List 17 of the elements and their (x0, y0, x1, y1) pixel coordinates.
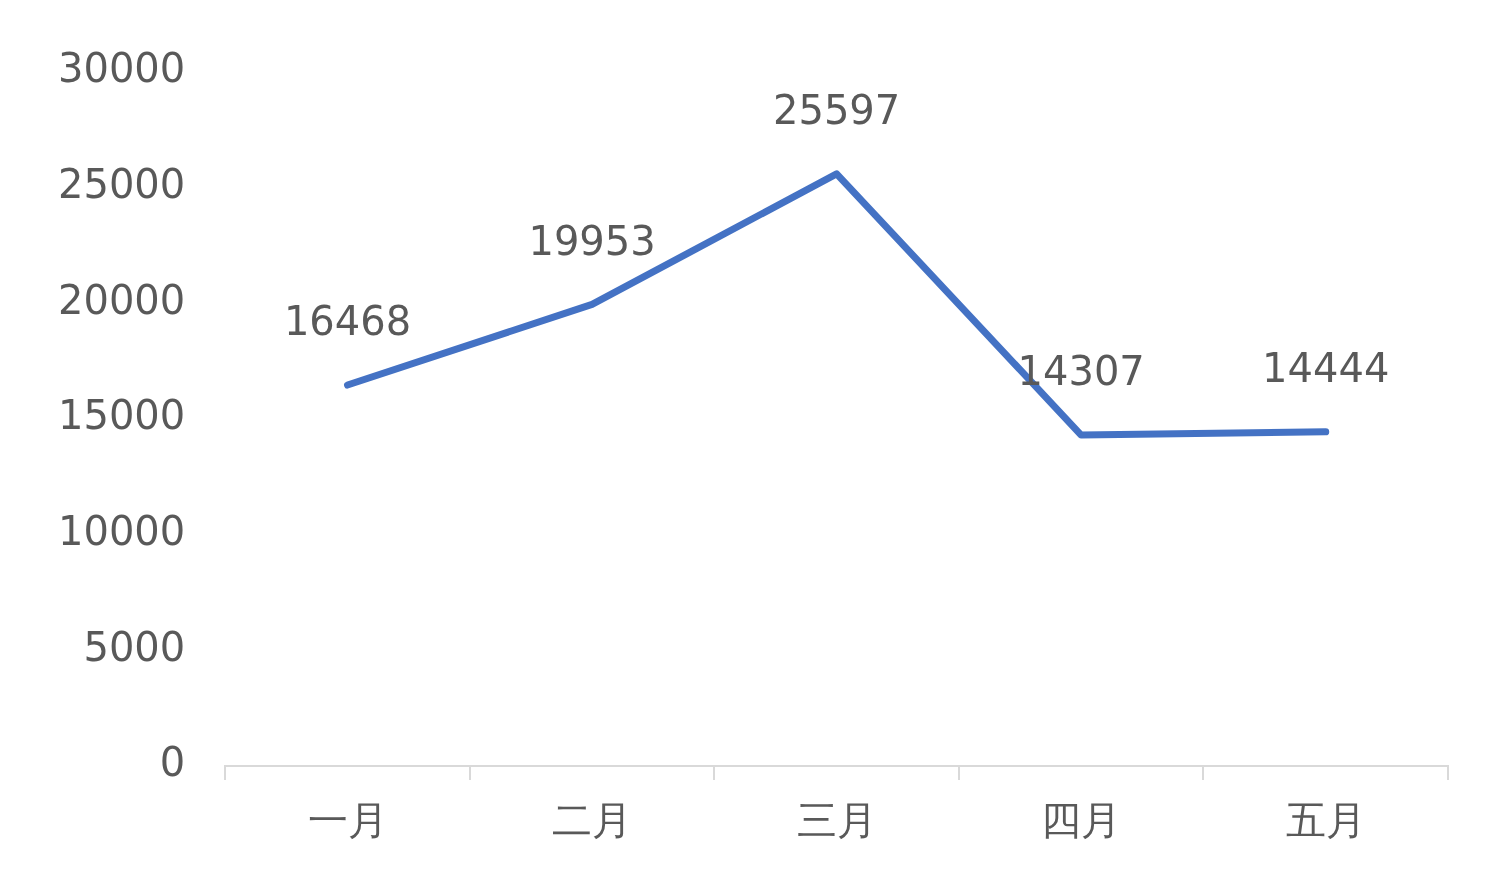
data-label: 25597 (773, 87, 901, 134)
x-tick-label: 五月 (1285, 797, 1366, 844)
x-tick-label: 二月 (552, 797, 633, 844)
x-tick-label: 一月 (307, 797, 388, 844)
y-tick-label: 0 (159, 739, 186, 786)
y-tick-label: 20000 (58, 276, 186, 323)
data-label: 14444 (1262, 345, 1390, 392)
data-label: 14307 (1017, 348, 1145, 395)
data-label: 16468 (283, 298, 412, 345)
y-tick-label: 30000 (58, 45, 186, 92)
y-tick-label: 15000 (58, 392, 186, 439)
data-label: 19953 (528, 217, 656, 264)
y-tick-label: 10000 (58, 508, 186, 555)
x-tick-label: 三月 (796, 797, 877, 844)
x-tick-label: 四月 (1041, 797, 1122, 844)
y-tick-label: 5000 (83, 623, 186, 670)
y-tick-label: 25000 (58, 161, 186, 208)
